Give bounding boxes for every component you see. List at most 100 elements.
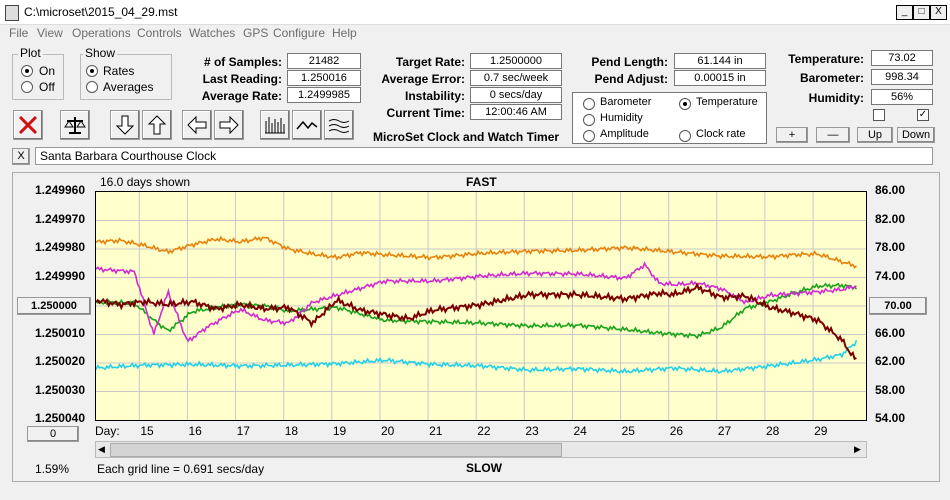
arrow-left-icon (187, 115, 207, 135)
plot-off-label: Off (39, 80, 55, 94)
line-view-button[interactable] (292, 110, 322, 140)
minimize-button[interactable]: _ (896, 5, 913, 20)
menu-help[interactable]: Help (332, 26, 357, 40)
close-button[interactable]: X (930, 5, 947, 20)
up-button[interactable]: Up (857, 127, 893, 143)
x-day-tick: 21 (429, 424, 443, 438)
legend-amplitude-label: Amplitude (600, 128, 649, 140)
arrow-right-icon (219, 115, 239, 135)
percent-label: 1.59% (35, 462, 70, 476)
legend-amplitude-radio[interactable] (583, 130, 595, 142)
menu-view[interactable]: View (37, 26, 63, 40)
x-day-tick: 28 (765, 424, 780, 438)
day-label: Day: (95, 424, 120, 438)
clock-close-button[interactable]: X (12, 148, 30, 165)
bar-view-button[interactable] (260, 110, 290, 140)
fast-label: FAST (466, 175, 497, 189)
series-clock-rate (96, 282, 857, 361)
x-day-tick: 23 (525, 424, 539, 438)
x-day-tick: 16 (188, 424, 202, 438)
x-day-tick: 17 (236, 424, 250, 438)
scale-icon (64, 117, 86, 134)
legend-clock-rate-radio[interactable] (679, 130, 691, 142)
up-arrow-button[interactable] (142, 110, 172, 140)
scroll-left-icon[interactable]: ◀ (98, 444, 105, 454)
pend-length-label: Pend Length: (591, 55, 668, 69)
window-title: C:\microset\2015_04_29.mst (24, 5, 178, 19)
plus-button[interactable]: + (776, 127, 808, 143)
show-rates-radio[interactable] (86, 65, 98, 77)
checkbox-right[interactable]: ✓ (917, 109, 929, 121)
humidity-label: Humidity: (808, 91, 864, 105)
y-left-tick: 1.250010 (34, 325, 85, 340)
show-averages-label: Averages (103, 80, 154, 94)
scroll-thumb[interactable] (110, 443, 562, 457)
show-group-title: Show (83, 46, 118, 60)
instability-value: 0 secs/day (470, 87, 562, 103)
right-center-value-button[interactable]: 70.00 (869, 297, 927, 315)
minus-button[interactable]: — (816, 127, 850, 143)
current-time-label: Current Time: (386, 106, 465, 120)
y-right-tick: 78.00 (875, 240, 906, 254)
show-averages-radio[interactable] (86, 81, 98, 93)
red-x-icon (18, 115, 38, 135)
target-rate-label: Target Rate: (395, 55, 465, 69)
bars-icon (265, 117, 285, 134)
menu-configure[interactable]: Configure (273, 26, 326, 40)
legend-temperature-label: Temperature (696, 96, 758, 108)
legend-humidity-radio[interactable] (583, 114, 595, 126)
instability-label: Instability: (404, 89, 465, 103)
menu-watches[interactable]: Watches (189, 26, 236, 40)
x-day-tick: 26 (669, 424, 684, 438)
down-button[interactable]: Down (897, 127, 935, 143)
y-left-tick: 1.250040 (34, 411, 85, 425)
last-reading-label: Last Reading: (202, 72, 282, 86)
maximize-button[interactable]: □ (913, 5, 930, 20)
y-right-tick: 66.00 (875, 325, 906, 340)
plot-off-radio[interactable] (21, 81, 33, 93)
samples-label: # of Samples: (203, 55, 282, 69)
target-rate-value: 1.2500000 (470, 53, 562, 69)
menu-file[interactable]: File (9, 26, 29, 40)
x-day-tick: 29 (814, 424, 828, 438)
offset-value-button[interactable]: 0 (27, 426, 79, 442)
y-left-tick: 1.249960 (34, 183, 85, 197)
temperature-label: Temperature: (788, 52, 864, 66)
arrow-up-icon (147, 115, 167, 135)
checkbox-left[interactable] (873, 109, 885, 121)
pend-adjust-value: 0.00015 in (674, 70, 766, 86)
clock-name-field[interactable]: Santa Barbara Courthouse Clock (35, 147, 933, 165)
app-caption: MicroSet Clock and Watch Timer (373, 130, 560, 144)
legend-temperature-radio[interactable] (679, 98, 691, 110)
plot-area (95, 191, 867, 421)
x-day-tick: 18 (284, 424, 299, 438)
scroll-right-icon[interactable]: ▶ (854, 444, 861, 454)
horizontal-scrollbar[interactable]: ◀ ▶ (95, 441, 867, 458)
menu-gps[interactable]: GPS (243, 26, 269, 40)
average-rate-value: 1.2499985 (287, 87, 361, 103)
delete-button[interactable] (13, 110, 43, 140)
y-left-tick: 1.249980 (34, 240, 85, 254)
legend-clock-rate-label: Clock rate (696, 128, 746, 140)
y-left-tick: 1.250020 (34, 354, 85, 368)
plot-group (12, 54, 64, 100)
left-arrow-button[interactable] (182, 110, 212, 140)
x-day-tick: 15 (140, 424, 154, 438)
left-center-value-button[interactable]: 1.250000 (17, 297, 91, 315)
series-temperature (96, 282, 858, 340)
pend-adjust-label: Pend Adjust: (594, 72, 668, 86)
balance-button[interactable] (60, 110, 90, 140)
chart-svg (96, 192, 866, 420)
menu-operations[interactable]: Operations (72, 26, 131, 40)
right-arrow-button[interactable] (214, 110, 244, 140)
legend-barometer-radio[interactable] (583, 98, 595, 110)
x-day-tick: 24 (573, 424, 587, 438)
plot-on-radio[interactable] (21, 65, 33, 77)
samples-value: 21482 (287, 53, 361, 69)
series-barometer (96, 235, 857, 269)
average-error-label: Average Error: (381, 72, 465, 86)
down-arrow-button[interactable] (110, 110, 140, 140)
days-shown-label: 16.0 days shown (100, 175, 191, 189)
multi-line-button[interactable] (324, 110, 354, 140)
menu-controls[interactable]: Controls (137, 26, 182, 40)
